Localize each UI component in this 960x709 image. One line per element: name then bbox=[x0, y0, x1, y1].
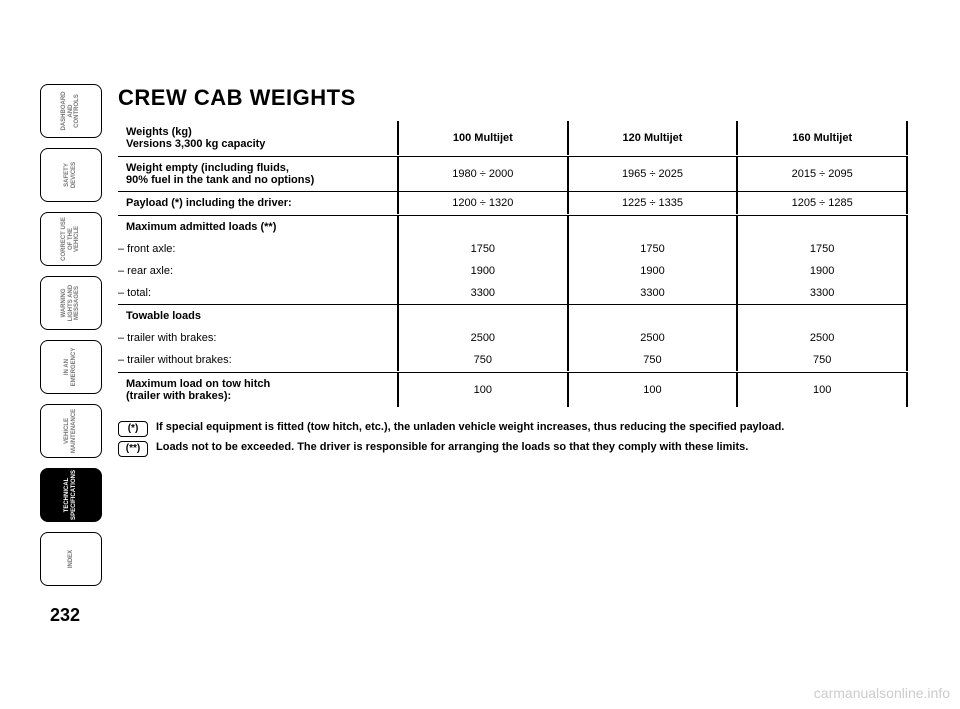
tab-label: WARNING LIGHTS AND MESSAGES bbox=[61, 279, 81, 327]
towable-label: Towable loads bbox=[118, 305, 398, 328]
tab-label: DASHBOARD AND CONTROLS bbox=[61, 87, 81, 135]
empty-col3: 2015 ÷ 2095 bbox=[737, 156, 907, 191]
tab-label: IN AN EMERGENCY bbox=[64, 343, 77, 391]
footnote-2: (**) Loads not to be exceeded. The drive… bbox=[118, 441, 908, 457]
tab-label: CORRECT USE OF THE VEHICLE bbox=[61, 215, 81, 263]
header-label: Weights (kg) Versions 3,300 kg capacity bbox=[118, 121, 398, 155]
without-col1: 750 bbox=[398, 349, 568, 371]
empty-label-line2: 90% fuel in the tank and no options) bbox=[126, 174, 314, 186]
tab-emergency[interactable]: IN AN EMERGENCY bbox=[40, 340, 102, 394]
payload-col1: 1200 ÷ 1320 bbox=[398, 192, 568, 215]
empty-col1: 1980 ÷ 2000 bbox=[398, 156, 568, 191]
page-number: 232 bbox=[50, 605, 80, 626]
tab-label: INDEX bbox=[68, 550, 75, 568]
header-label-line1: Weights (kg) bbox=[126, 126, 192, 138]
payload-col2: 1225 ÷ 1335 bbox=[568, 192, 738, 215]
hitch-col3: 100 bbox=[737, 372, 907, 407]
row-maxloads-label: Maximum admitted loads (**) bbox=[118, 215, 398, 238]
total-label: – total: bbox=[118, 282, 398, 304]
hitch-col2: 100 bbox=[568, 372, 738, 407]
hitch-label-line1: Maximum load on tow hitch bbox=[126, 378, 270, 390]
tab-maintenance[interactable]: VEHICLE MAINTENANCE bbox=[40, 404, 102, 458]
empty-label-line1: Weight empty (including fluids, bbox=[126, 162, 289, 174]
rear-col2: 1900 bbox=[568, 260, 738, 282]
rear-col1: 1900 bbox=[398, 260, 568, 282]
row-payload-label: Payload (*) including the driver: bbox=[118, 192, 398, 215]
front-col2: 1750 bbox=[568, 238, 738, 260]
empty-col2: 1965 ÷ 2025 bbox=[568, 156, 738, 191]
with-col1: 2500 bbox=[398, 327, 568, 349]
hitch-label: Maximum load on tow hitch (trailer with … bbox=[118, 372, 398, 407]
col-header-2: 120 Multijet bbox=[568, 121, 738, 155]
total-col3: 3300 bbox=[737, 282, 907, 304]
total-col2: 3300 bbox=[568, 282, 738, 304]
footnote-2-marker: (**) bbox=[118, 441, 148, 457]
tab-technical-specs[interactable]: TECHNICAL SPECIFICATIONS bbox=[40, 468, 102, 522]
with-brakes-label: – trailer with brakes: bbox=[118, 327, 398, 349]
tab-warning[interactable]: WARNING LIGHTS AND MESSAGES bbox=[40, 276, 102, 330]
without-col2: 750 bbox=[568, 349, 738, 371]
row-empty-label: Weight empty (including fluids, 90% fuel… bbox=[118, 156, 398, 191]
total-col1: 3300 bbox=[398, 282, 568, 304]
footnote-1-text: If special equipment is fitted (tow hitc… bbox=[156, 421, 908, 437]
tab-correct-use[interactable]: CORRECT USE OF THE VEHICLE bbox=[40, 212, 102, 266]
tab-dashboard[interactable]: DASHBOARD AND CONTROLS bbox=[40, 84, 102, 138]
col-header-3: 160 Multijet bbox=[737, 121, 907, 155]
front-col3: 1750 bbox=[737, 238, 907, 260]
header-label-line2: Versions 3,300 kg capacity bbox=[126, 138, 265, 150]
without-col3: 750 bbox=[737, 349, 907, 371]
hitch-label-line2: (trailer with brakes): bbox=[126, 390, 231, 402]
side-tabs: DASHBOARD AND CONTROLS SAFETY DEVICES CO… bbox=[44, 80, 98, 592]
footnote-1-marker: (*) bbox=[118, 421, 148, 437]
footnote-2-text: Loads not to be exceeded. The driver is … bbox=[156, 441, 908, 457]
tab-label: VEHICLE MAINTENANCE bbox=[64, 407, 77, 455]
hitch-col1: 100 bbox=[398, 372, 568, 407]
rear-col3: 1900 bbox=[737, 260, 907, 282]
front-col1: 1750 bbox=[398, 238, 568, 260]
with-col3: 2500 bbox=[737, 327, 907, 349]
watermark: carmanualsonline.info bbox=[814, 685, 950, 701]
tab-index[interactable]: INDEX bbox=[40, 532, 102, 586]
payload-col3: 1205 ÷ 1285 bbox=[737, 192, 907, 215]
without-brakes-label: – trailer without brakes: bbox=[118, 349, 398, 371]
page-title: CREW CAB WEIGHTS bbox=[118, 85, 908, 111]
manual-page: DASHBOARD AND CONTROLS SAFETY DEVICES CO… bbox=[0, 0, 960, 709]
with-col2: 2500 bbox=[568, 327, 738, 349]
tab-safety[interactable]: SAFETY DEVICES bbox=[40, 148, 102, 202]
rear-axle-label: – rear axle: bbox=[118, 260, 398, 282]
tab-label: TECHNICAL SPECIFICATIONS bbox=[64, 470, 77, 520]
weights-table: Weights (kg) Versions 3,300 kg capacity … bbox=[118, 121, 908, 407]
content-area: CREW CAB WEIGHTS Weights (kg) Versions 3… bbox=[118, 85, 908, 461]
footnote-1: (*) If special equipment is fitted (tow … bbox=[118, 421, 908, 437]
tab-label: SAFETY DEVICES bbox=[64, 151, 77, 199]
front-axle-label: – front axle: bbox=[118, 238, 398, 260]
col-header-1: 100 Multijet bbox=[398, 121, 568, 155]
footnotes: (*) If special equipment is fitted (tow … bbox=[118, 421, 908, 457]
